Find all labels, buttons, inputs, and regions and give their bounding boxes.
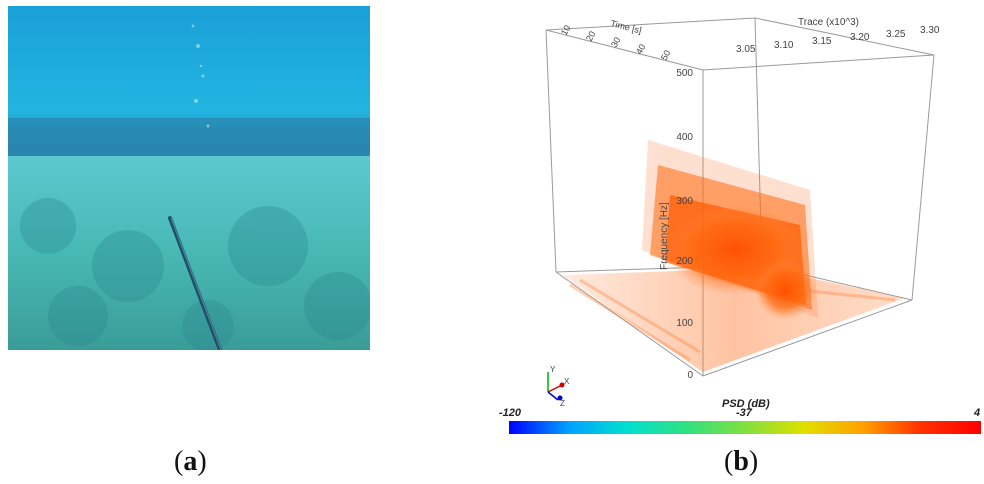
frequency-axis: 0 100 200 300 400 500 Frequency [Hz]: [659, 68, 693, 381]
colorbar-min-label: -120: [499, 407, 522, 419]
trace-axis-label: Trace (x10^3): [798, 17, 859, 28]
time-tick: 40: [634, 42, 648, 56]
freq-tick: 0: [687, 370, 693, 381]
trace-tick: 3.05: [736, 44, 756, 55]
freq-tick: 200: [676, 256, 693, 267]
freq-tick: 100: [676, 318, 693, 329]
trace-tick: 3.20: [850, 32, 870, 43]
underwater-photo: [8, 6, 370, 350]
time-axis-label: Time [s]: [610, 18, 643, 35]
psd-volume-data: [562, 140, 905, 372]
x-axis-label: X: [564, 377, 570, 386]
y-axis-label: Y: [550, 365, 556, 374]
caption-b: (b): [724, 446, 759, 477]
freq-tick: 500: [676, 68, 693, 79]
freq-axis-label: Frequency [Hz]: [659, 202, 670, 270]
psd-colorbar: [509, 421, 981, 434]
time-tick: 50: [659, 48, 673, 62]
freq-tick: 300: [676, 196, 693, 207]
time-axis: 10 20 30 40 50 Time [s]: [559, 18, 673, 62]
orientation-widget: Y X Z: [547, 365, 570, 408]
time-tick: 10: [559, 23, 573, 37]
colorbar-title: PSD (dB): [722, 398, 770, 410]
colorbar-max-label: 4: [974, 407, 981, 419]
trace-tick: 3.10: [774, 40, 794, 51]
spectrogram-volume: 0 100 200 300 400 500 Frequency [Hz] 10 …: [545, 17, 940, 408]
trace-tick: 3.25: [886, 29, 906, 40]
caption-a: (a): [174, 446, 207, 477]
time-tick: 30: [609, 35, 623, 49]
colorbar-mid-label: -37: [736, 407, 752, 419]
time-tick: 20: [584, 29, 598, 43]
z-axis-label: Z: [560, 399, 565, 408]
trace-axis: 3.05 3.10 3.15 3.20 3.25 3.30 Trace (x10…: [736, 17, 940, 55]
trace-tick: 3.15: [812, 36, 832, 47]
trace-tick: 3.30: [920, 25, 940, 36]
freq-tick: 400: [676, 132, 693, 143]
